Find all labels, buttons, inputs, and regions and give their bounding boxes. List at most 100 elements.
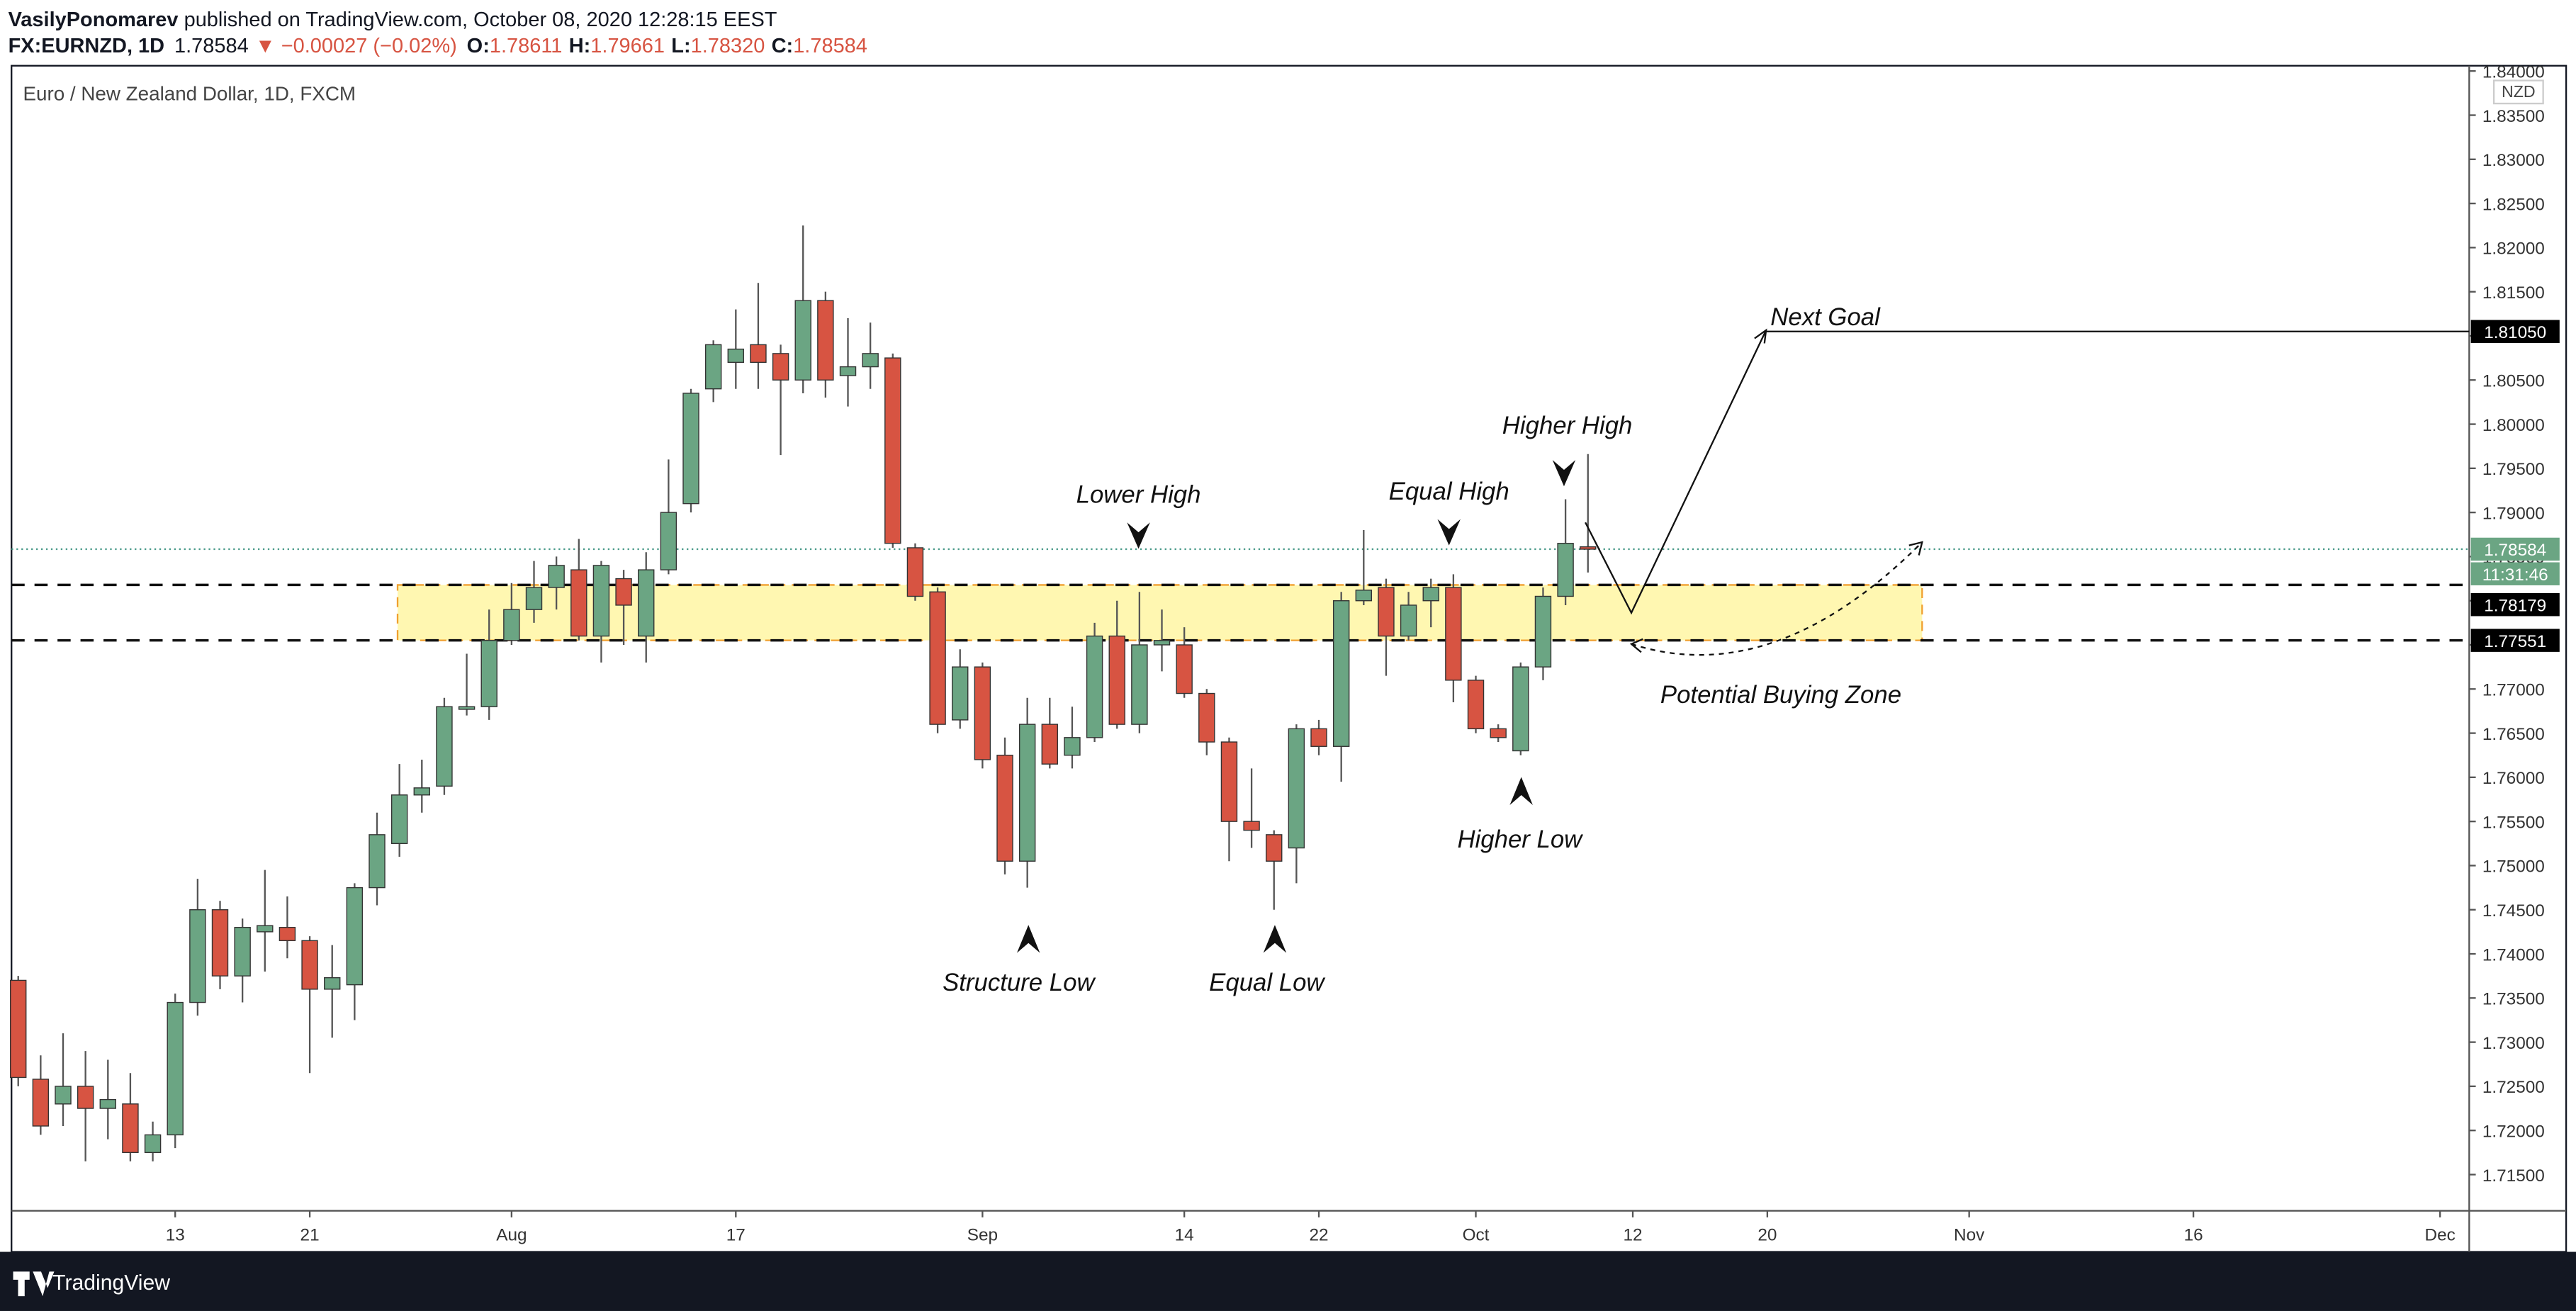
x-tick-label: Oct xyxy=(1463,1225,1490,1244)
chevron xyxy=(1437,519,1461,546)
candle-body xyxy=(10,979,27,1079)
x-tick-label: Sep xyxy=(967,1225,998,1244)
arrow-head xyxy=(1754,328,1767,344)
projection-path xyxy=(1585,330,1767,615)
candle-body xyxy=(1018,724,1036,862)
candle-body xyxy=(1445,587,1462,681)
y-tick-label: 1.74000 xyxy=(2482,945,2545,964)
candle-body xyxy=(570,569,587,637)
published: published on TradingView.com, October 08… xyxy=(184,9,777,31)
symbol: FX:EURNZD, 1D xyxy=(9,35,165,57)
candle-body xyxy=(772,353,789,381)
candle-body xyxy=(952,666,969,721)
x-tick-label: 14 xyxy=(1175,1225,1194,1244)
candle-body xyxy=(189,909,206,1003)
candle-body xyxy=(503,609,520,641)
candle-body xyxy=(817,300,834,381)
currency: NZD xyxy=(2502,82,2536,101)
chevron xyxy=(1127,522,1150,549)
candle-body xyxy=(862,353,879,368)
candle-body xyxy=(369,834,386,889)
candle-body xyxy=(704,344,722,390)
annotation: Higher Low xyxy=(1457,826,1583,853)
candle-body xyxy=(279,926,296,942)
footer xyxy=(0,1251,2576,1311)
candle-body xyxy=(480,640,497,707)
candle-body xyxy=(1490,728,1507,738)
plot: 1.71500 1.72000 1.72500 1.73000 1.73500 1.740… xyxy=(10,62,2545,1244)
y-tick-label: 1.83500 xyxy=(2482,107,2545,126)
y-tick-label: 1.75500 xyxy=(2482,813,2545,832)
candle-body xyxy=(413,787,431,796)
y-tick-label: 1.84000 xyxy=(2482,62,2545,81)
y-tick-label: 1.80500 xyxy=(2482,372,2545,391)
x-tick-label: Nov xyxy=(1954,1225,1985,1244)
candle-body xyxy=(77,1086,94,1109)
candle-body xyxy=(99,1098,117,1109)
candle-body xyxy=(32,1079,50,1127)
candle-body xyxy=(1467,680,1485,730)
open: 1.78611 xyxy=(490,35,563,57)
candle-body xyxy=(257,925,274,933)
high: 1.79661 xyxy=(590,35,665,57)
candle-body xyxy=(458,706,476,710)
x-tick-label: 22 xyxy=(1309,1225,1328,1244)
next-goal-tag-bg xyxy=(2470,320,2560,343)
open-label: O: xyxy=(467,35,490,57)
y-tick-label: 1.82000 xyxy=(2482,240,2545,259)
candle-body xyxy=(615,578,632,606)
y-tick-label: 1.71500 xyxy=(2482,1166,2545,1186)
candle-body xyxy=(1512,666,1529,752)
x-tick-label: Dec xyxy=(2425,1225,2456,1244)
candle-body xyxy=(1378,587,1395,637)
chevron xyxy=(1552,460,1576,487)
candle-body xyxy=(727,348,745,364)
next-goal-text: Next Goal xyxy=(1770,304,1881,331)
candle-body xyxy=(906,547,924,597)
candle-body xyxy=(211,909,229,977)
candle-body xyxy=(1534,595,1552,668)
change: ▼ −0.00027 (−0.02%) xyxy=(255,35,457,57)
x-tick-label: 13 xyxy=(166,1225,185,1244)
close-label: C: xyxy=(772,35,794,57)
last-price-tag: 1.78584 xyxy=(2484,541,2546,560)
high-label: H: xyxy=(569,35,591,57)
x-tick-label: 21 xyxy=(300,1225,320,1244)
candle-body xyxy=(122,1103,139,1154)
last: 1.78584 xyxy=(174,35,249,57)
chevron xyxy=(1016,925,1040,953)
candle-body xyxy=(1580,546,1597,550)
candle-body xyxy=(1332,600,1350,747)
y-tick-label: 1.80000 xyxy=(2482,416,2545,435)
candle-body xyxy=(234,926,251,977)
candle-body xyxy=(1041,724,1059,765)
candle-body xyxy=(301,940,318,990)
y-tick-label: 1.72500 xyxy=(2482,1078,2545,1097)
candle-body xyxy=(750,344,767,364)
author: VasilyPonomarev xyxy=(9,9,179,31)
annotation: Higher High xyxy=(1502,412,1633,439)
candle-body xyxy=(1153,640,1171,646)
candle-body xyxy=(55,1086,72,1105)
logo xyxy=(13,1271,55,1297)
y-tick-label: 1.79500 xyxy=(2482,460,2545,479)
candle-body xyxy=(592,565,610,637)
chart-title: Euro / New Zealand Dollar, 1D, FXCM xyxy=(23,82,356,104)
y-tick-label: 1.83000 xyxy=(2482,151,2545,170)
countdown: 11:31:46 xyxy=(2482,566,2548,585)
candle-body xyxy=(1064,737,1081,756)
candle-body xyxy=(346,887,364,986)
annotation: Equal Low xyxy=(1209,969,1325,996)
candle-body xyxy=(525,587,543,610)
annotation: Structure Low xyxy=(943,969,1096,996)
candle-body xyxy=(839,366,857,376)
candle-body xyxy=(1288,728,1305,849)
candle-body xyxy=(1355,590,1373,602)
candle-body xyxy=(1422,587,1439,602)
zone-bottom-tag-bg xyxy=(2470,629,2560,652)
candle-body xyxy=(929,591,946,725)
header-line-2: FX:EURNZD, 1D 1.78584 ▼ −0.00027 (−0.02%) O… xyxy=(9,35,867,57)
candle-body xyxy=(884,357,901,544)
